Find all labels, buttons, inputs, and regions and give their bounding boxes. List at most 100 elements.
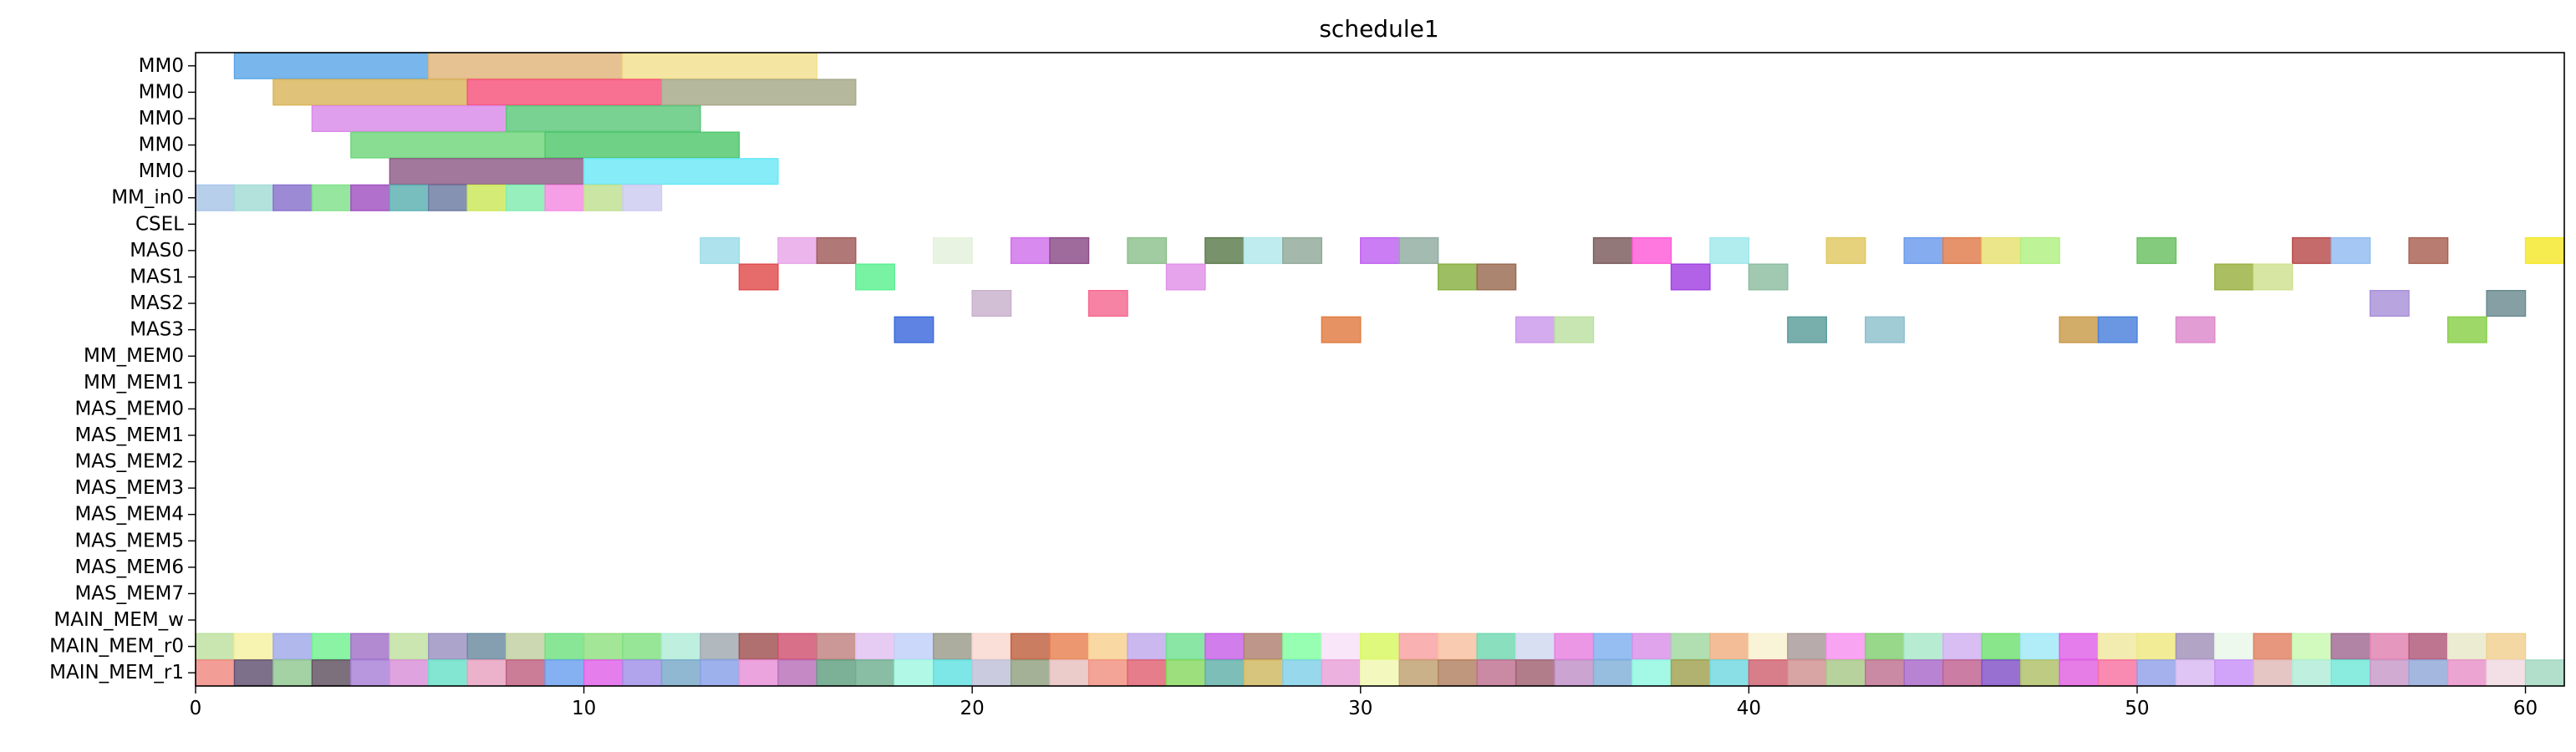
y-tick-label: MAS_MEM3 (74, 477, 184, 499)
y-tick-label: MAIN_MEM_w (53, 609, 184, 631)
mem-bar-main_mem_r0-33 (1476, 633, 1517, 660)
mem-bar-main_mem_r0-20 (971, 633, 1012, 660)
mem-bar-main_mem_r1-57 (2408, 659, 2449, 687)
mem-bar-main_mem_r1-8 (505, 659, 546, 687)
mem-bar-main_mem_r1-40 (1748, 659, 1789, 687)
mem-bar-main_mem_r1-30 (1360, 659, 1400, 687)
mem-bar-main_mem_r0-45 (1942, 633, 1983, 660)
mem-bar-main_mem_r1-18 (893, 659, 934, 687)
x-tick-label: 20 (960, 698, 985, 719)
task-bar-16 (350, 184, 390, 211)
task-bar-35 (1398, 236, 1439, 264)
y-tick-label: MAIN_MEM_r1 (49, 662, 184, 683)
task-bar-38 (1709, 236, 1750, 264)
mem-bar-main_mem_r0-59 (2486, 633, 2527, 660)
mem-bar-main_mem_r0-9 (544, 633, 585, 660)
mem-bar-main_mem_r0-35 (1554, 633, 1595, 660)
task-bar-36 (1592, 236, 1633, 264)
mem-bar-main_mem_r0-13 (700, 633, 741, 660)
task-bar-67 (1865, 316, 1905, 343)
mem-bar-main_mem_r1-16 (816, 659, 857, 687)
mem-bar-main_mem_r0-21 (1010, 633, 1051, 660)
mem-bar-main_mem_r0-29 (1321, 633, 1362, 660)
mem-bar-main_mem_r1-29 (1321, 659, 1362, 687)
task-bar-39 (1825, 236, 1866, 264)
task-bar-6 (311, 104, 507, 132)
x-tick-label: 40 (1737, 698, 1761, 719)
mem-bar-main_mem_r1-50 (2136, 659, 2177, 687)
mem-bar-main_mem_r0-39 (1709, 633, 1750, 660)
mem-bar-main_mem_r0-26 (1204, 633, 1245, 660)
mem-bar-main_mem_r1-24 (1127, 659, 1168, 687)
mem-bar-main_mem_r1-49 (2097, 659, 2138, 687)
y-tick-label: MAS0 (130, 240, 184, 262)
y-tick-label: CSEL (135, 213, 184, 235)
mem-bar-main_mem_r1-28 (1282, 659, 1323, 687)
mem-bar-main_mem_r1-27 (1243, 659, 1284, 687)
task-bar-48 (2524, 236, 2565, 264)
task-bar-30 (1127, 236, 1168, 264)
mem-bar-main_mem_r1-22 (1049, 659, 1090, 687)
task-bar-71 (2446, 316, 2487, 343)
task-bar-57 (2253, 263, 2293, 291)
mem-bar-main_mem_r1-41 (1787, 659, 1827, 687)
task-bar-54 (1670, 263, 1711, 291)
task-bar-13 (233, 184, 274, 211)
task-bar-56 (2214, 263, 2255, 291)
y-tick-label: MM0 (139, 160, 184, 182)
task-bar-62 (893, 316, 934, 343)
mem-bar-main_mem_r1-58 (2446, 659, 2487, 687)
x-axis: 0 10 20 30 40 50 60 (190, 686, 2538, 719)
mem-bar-main_mem_r0-15 (777, 633, 818, 660)
mem-bar-main_mem_r0-38 (1670, 633, 1711, 660)
x-tick-label: 10 (572, 698, 596, 719)
mem-bar-main_mem_r1-59 (2486, 659, 2527, 687)
mem-bar-main_mem_r1-9 (544, 659, 585, 687)
mem-bar-main_mem_r0-51 (2175, 633, 2216, 660)
task-bar-40 (1903, 236, 1944, 264)
mem-bar-main_mem_r0-25 (1165, 633, 1206, 660)
mem-bar-main_mem_r1-21 (1010, 659, 1051, 687)
mem-bar-main_mem_r0-56 (2370, 633, 2410, 660)
mem-bar-main_mem_r0-37 (1632, 633, 1672, 660)
mem-bar-main_mem_r0-16 (816, 633, 857, 660)
mem-bar-main_mem_r1-15 (777, 659, 818, 687)
mem-bar-main_mem_r1-0 (195, 659, 236, 687)
y-tick-label: MM_MEM0 (84, 345, 184, 367)
y-tick-label: MAS_MEM5 (74, 530, 184, 551)
task-bar-64 (1515, 316, 1555, 343)
x-tick-label: 50 (2125, 698, 2149, 719)
mem-bar-main_mem_r0-40 (1748, 633, 1789, 660)
mem-bar-main_mem_r1-37 (1632, 659, 1672, 687)
task-bar-49 (738, 263, 779, 291)
y-tick-label: MAS_MEM2 (74, 451, 184, 473)
task-bar-17 (389, 184, 430, 211)
y-tick-label: MM0 (139, 81, 184, 103)
y-tick-label: MAS_MEM0 (74, 398, 184, 419)
mem-bar-main_mem_r0-11 (622, 633, 663, 660)
y-axis: MM0 MM0 MM0 MM0 MM0 MM_in0 CSEL MAS0 MAS1 MAS2 MAS… (49, 55, 196, 683)
mem-bar-main_mem_r1-4 (350, 659, 390, 687)
task-bar-20 (505, 184, 546, 211)
mem-bar-main_mem_r1-51 (2175, 659, 2216, 687)
mem-bar-main_mem_r0-30 (1360, 633, 1400, 660)
y-tick-label: MAS_MEM4 (74, 504, 184, 526)
task-bar-66 (1787, 316, 1827, 343)
task-bar-18 (428, 184, 468, 211)
task-bar-8 (350, 131, 546, 159)
mem-bar-main_mem_r1-44 (1903, 659, 1944, 687)
y-tick-label: MAS_MEM6 (74, 556, 184, 578)
mem-bar-main_mem_r1-23 (1087, 659, 1128, 687)
mem-bar-main_mem_r1-53 (2253, 659, 2293, 687)
task-bar-50 (855, 263, 895, 291)
mem-bar-main_mem_r1-35 (1554, 659, 1595, 687)
mem-bar-main_mem_r0-52 (2214, 633, 2255, 660)
task-bar-33 (1282, 236, 1323, 264)
mem-bar-main_mem_r1-5 (389, 659, 430, 687)
mem-bar-main_mem_r1-34 (1515, 659, 1555, 687)
mem-bar-main_mem_r1-46 (1981, 659, 2022, 687)
mem-bar-main_mem_r0-55 (2330, 633, 2371, 660)
mem-bar-main_mem_r0-34 (1515, 633, 1555, 660)
mem-bar-main_mem_r0-0 (195, 633, 236, 660)
task-bar-68 (2059, 316, 2100, 343)
